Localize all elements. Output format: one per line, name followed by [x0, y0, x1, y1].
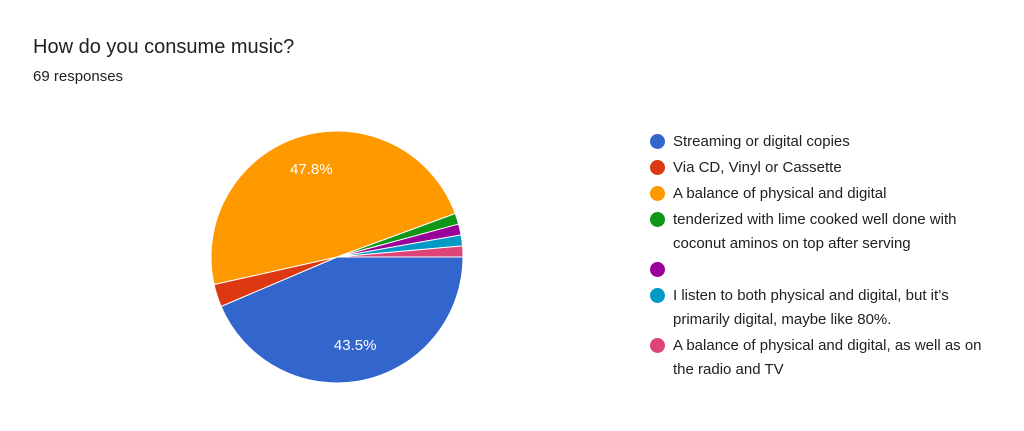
legend-label: I listen to both physical and digital, b… — [673, 287, 949, 328]
legend-swatch — [650, 134, 665, 149]
legend-item: tenderized with lime cooked well done wi… — [650, 208, 990, 256]
pie-slice — [336, 245, 464, 258]
legend-label: tenderized with lime cooked well done wi… — [673, 211, 957, 252]
legend-swatch — [650, 186, 665, 201]
legend-item: A balance of physical and digital — [650, 182, 990, 206]
legend-swatch — [650, 288, 665, 303]
legend-item — [650, 258, 990, 282]
pie-slice — [210, 130, 456, 286]
slice-label: 47.8% — [290, 161, 333, 178]
legend-label: A balance of physical and digital, as we… — [673, 337, 982, 378]
legend-label: Via CD, Vinyl or Cassette — [673, 159, 842, 176]
slice-label: 43.5% — [334, 337, 377, 354]
legend-label: A balance of physical and digital — [673, 185, 887, 202]
legend-item: Streaming or digital copies — [650, 130, 990, 154]
legend-swatch — [650, 262, 665, 277]
pie-slice — [220, 256, 464, 384]
legend-item: Via CD, Vinyl or Cassette — [650, 156, 990, 180]
legend-swatch — [650, 160, 665, 175]
chart-subtitle: 69 responses — [33, 68, 124, 85]
legend-swatch — [650, 212, 665, 227]
legend-item: A balance of physical and digital, as we… — [650, 334, 990, 382]
legend-swatch — [650, 338, 665, 353]
legend: Streaming or digital copies Via CD, Vinyl… — [650, 130, 990, 384]
chart-title: How do you consume music? — [33, 36, 295, 58]
legend-label: Streaming or digital copies — [673, 133, 850, 150]
legend-item: I listen to both physical and digital, b… — [650, 284, 990, 332]
